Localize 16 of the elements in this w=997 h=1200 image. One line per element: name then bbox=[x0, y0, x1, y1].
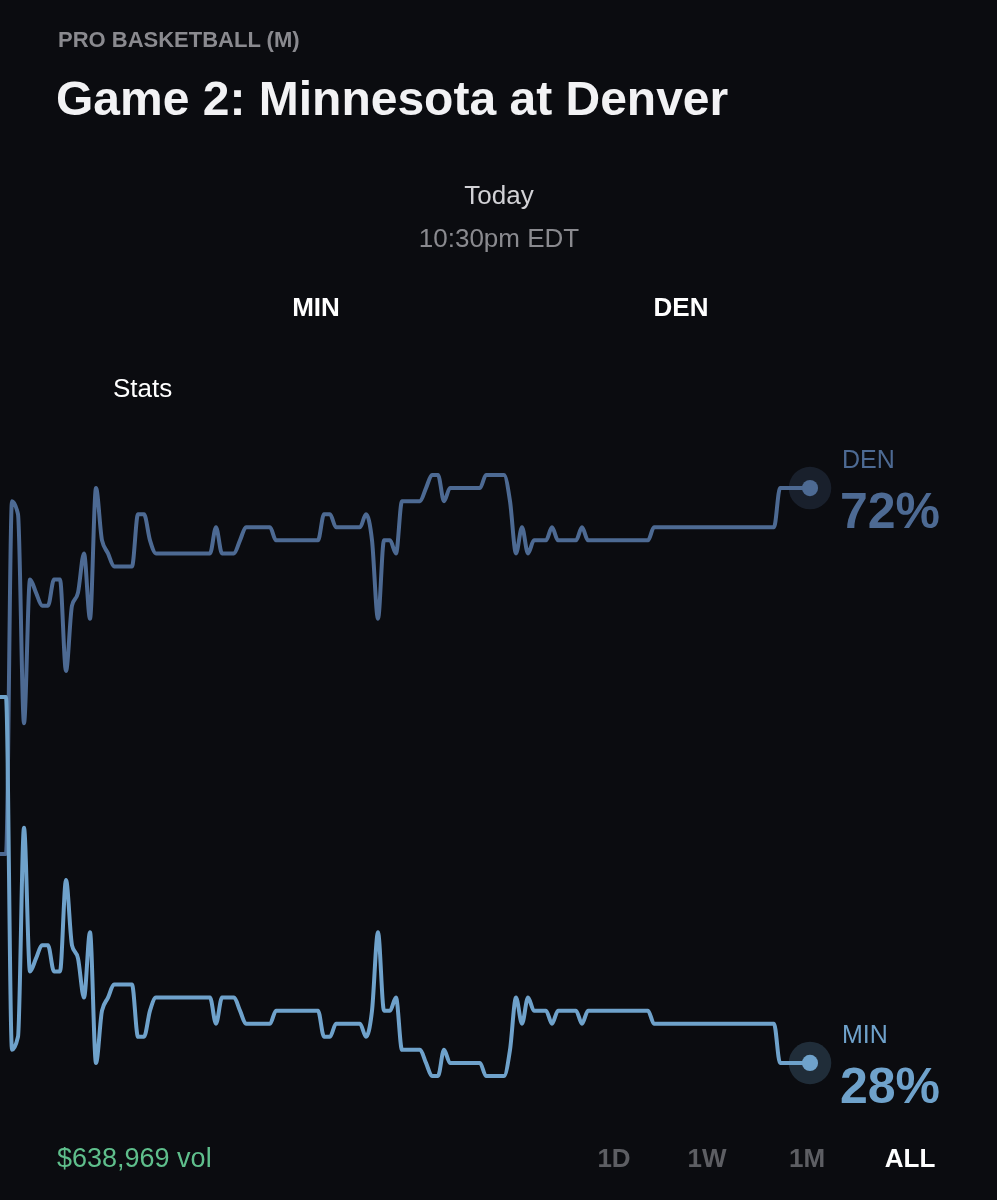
text: MIN bbox=[292, 292, 340, 322]
text: 1W bbox=[687, 1143, 727, 1173]
chart-subtitle: PRO BASKETBALL (M) bbox=[58, 27, 300, 52]
text: 10:30pm EDT bbox=[418, 223, 580, 253]
text: 1D bbox=[597, 1143, 631, 1173]
series-label: DEN bbox=[842, 445, 895, 474]
text: ALL bbox=[884, 1143, 936, 1173]
text: Stats bbox=[113, 373, 173, 403]
chart-title: Game 2: Minnesota at Denver bbox=[56, 72, 729, 125]
text: Today bbox=[464, 180, 534, 210]
text: $638,969 vol bbox=[57, 1143, 212, 1173]
data-label: 28% bbox=[840, 1057, 941, 1114]
text: 1M bbox=[788, 1143, 826, 1173]
text: DEN bbox=[653, 292, 709, 322]
series-label: MIN bbox=[842, 1019, 888, 1048]
data-label: 72% bbox=[840, 483, 941, 540]
